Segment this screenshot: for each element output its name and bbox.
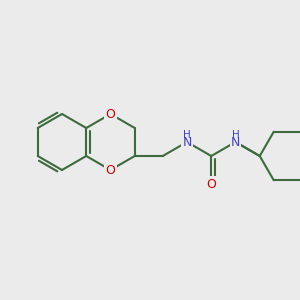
Text: H: H: [232, 130, 239, 140]
Text: O: O: [106, 107, 116, 121]
Text: N: N: [231, 136, 240, 148]
Text: O: O: [206, 178, 216, 190]
Text: O: O: [106, 164, 116, 176]
Text: N: N: [182, 136, 192, 148]
Text: H: H: [183, 130, 191, 140]
